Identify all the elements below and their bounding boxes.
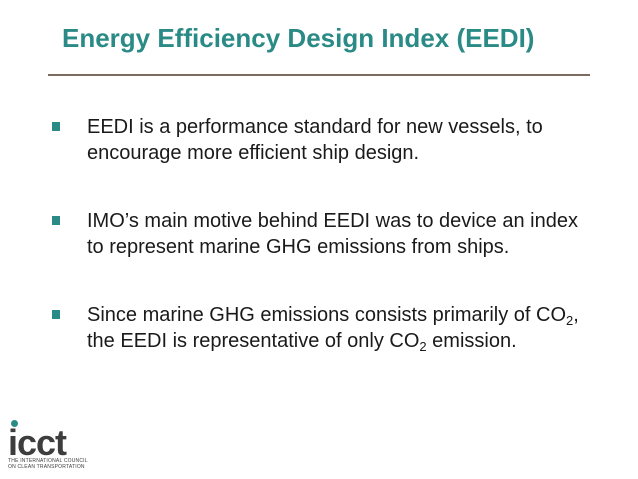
bullet-text-part: , the EEDI is representative of only CO xyxy=(87,304,579,352)
square-bullet-icon xyxy=(52,216,60,225)
bullet-text-part: Since marine GHG emissions consists prim… xyxy=(87,304,567,326)
square-bullet-icon xyxy=(52,310,60,319)
subscript: 2 xyxy=(419,339,427,354)
title-divider xyxy=(48,74,590,76)
bullet-item: IMO’s main motive behind EEDI was to dev… xyxy=(52,208,592,260)
logo-tagline-line1: THE INTERNATIONAL COUNCIL xyxy=(8,458,88,464)
bullet-item: EEDI is a performance standard for new v… xyxy=(52,114,592,166)
bullet-text: IMO’s main motive behind EEDI was to dev… xyxy=(87,210,578,258)
bullet-list: EEDI is a performance standard for new v… xyxy=(52,114,592,354)
icct-logo: icct THE INTERNATIONAL COUNCIL ON CLEAN … xyxy=(8,420,88,476)
logo-tagline-line2: ON CLEAN TRANSPORTATION xyxy=(8,464,85,470)
subscript: 2 xyxy=(566,313,574,328)
bullet-text: Since marine GHG emissions consists prim… xyxy=(87,304,579,354)
bullet-item: Since marine GHG emissions consists prim… xyxy=(52,302,592,354)
logo-dot-icon xyxy=(11,420,18,427)
bullet-text: EEDI is a performance standard for new v… xyxy=(87,116,543,164)
bullet-text-part: emission. xyxy=(426,330,517,352)
slide-title: Energy Efficiency Design Index (EEDI) xyxy=(62,23,535,53)
logo-wordmark: icct xyxy=(8,420,67,463)
square-bullet-icon xyxy=(52,122,60,131)
